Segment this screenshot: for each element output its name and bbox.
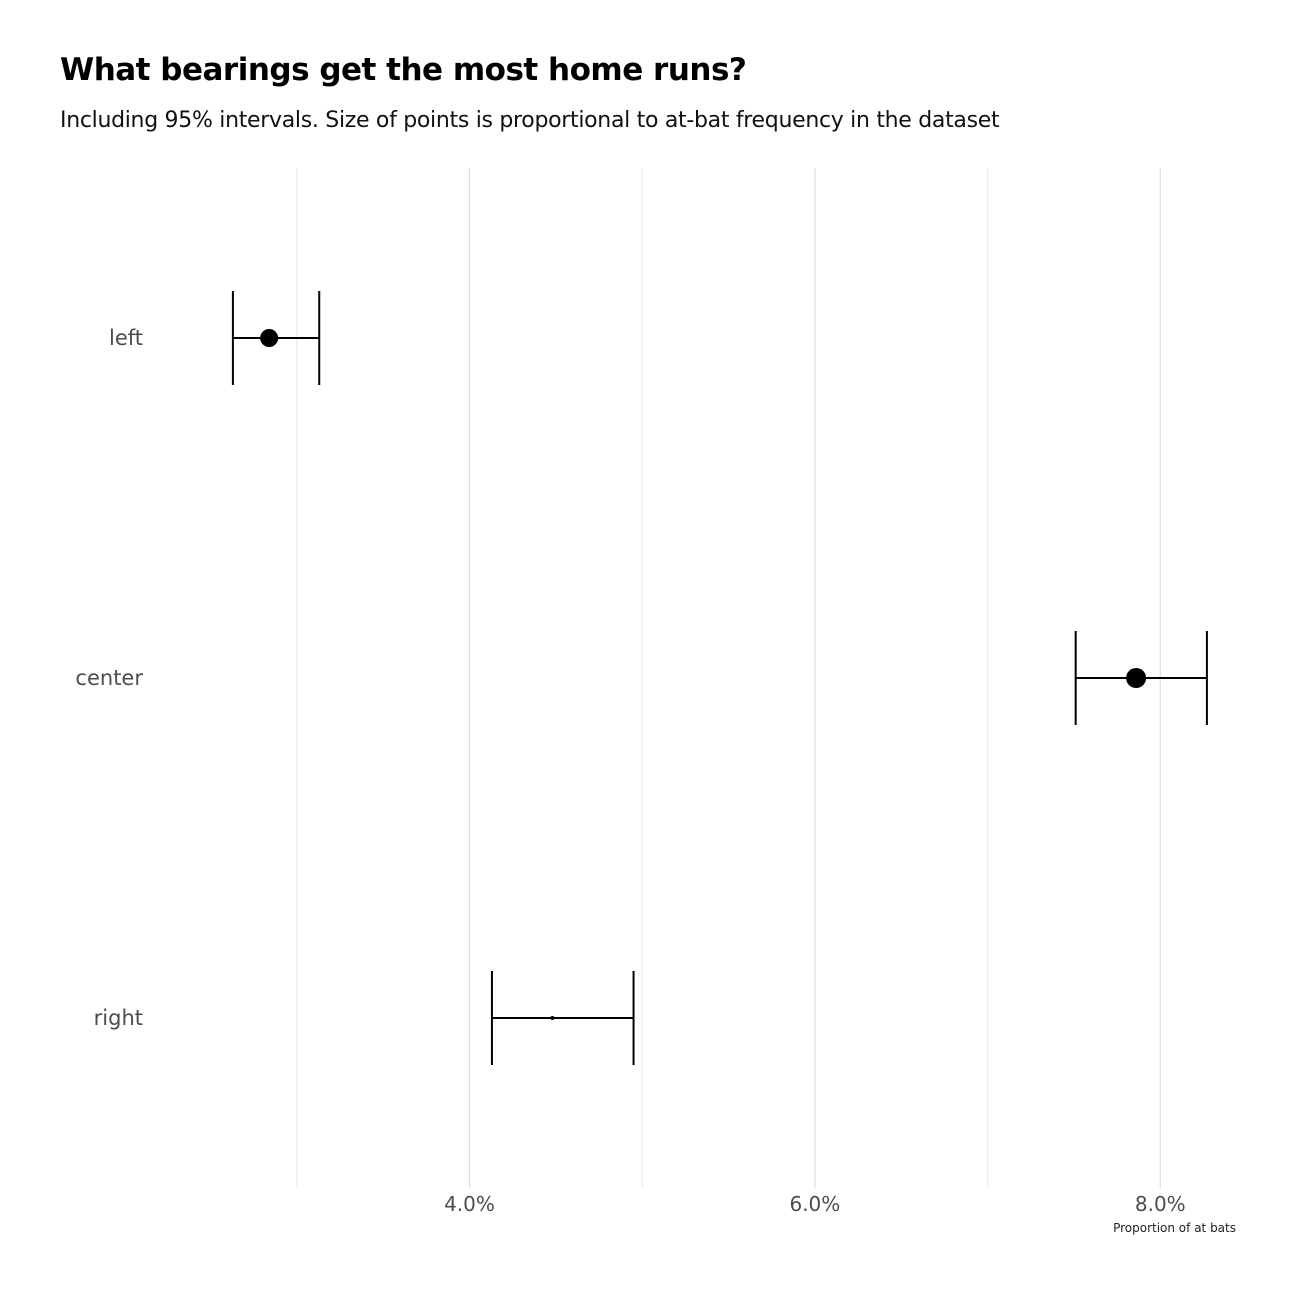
point-center (1126, 668, 1146, 688)
y-category-label-center: center (75, 666, 143, 690)
x-axis-title: Proportion of at bats (1113, 1221, 1236, 1235)
x-tick-label-2: 8.0% (1135, 1192, 1186, 1216)
labels-layer: 4.0% 6.0% 8.0% left center right (75, 326, 1185, 1216)
x-tick-label-0: 4.0% (444, 1192, 495, 1216)
x-tick-label-1: 6.0% (789, 1192, 840, 1216)
y-category-label-right: right (94, 1006, 143, 1030)
y-category-label-left: left (109, 326, 143, 350)
gridlines (297, 168, 1160, 1188)
point-right (550, 1016, 554, 1020)
point-left (260, 329, 278, 347)
data-layer (233, 291, 1207, 1065)
